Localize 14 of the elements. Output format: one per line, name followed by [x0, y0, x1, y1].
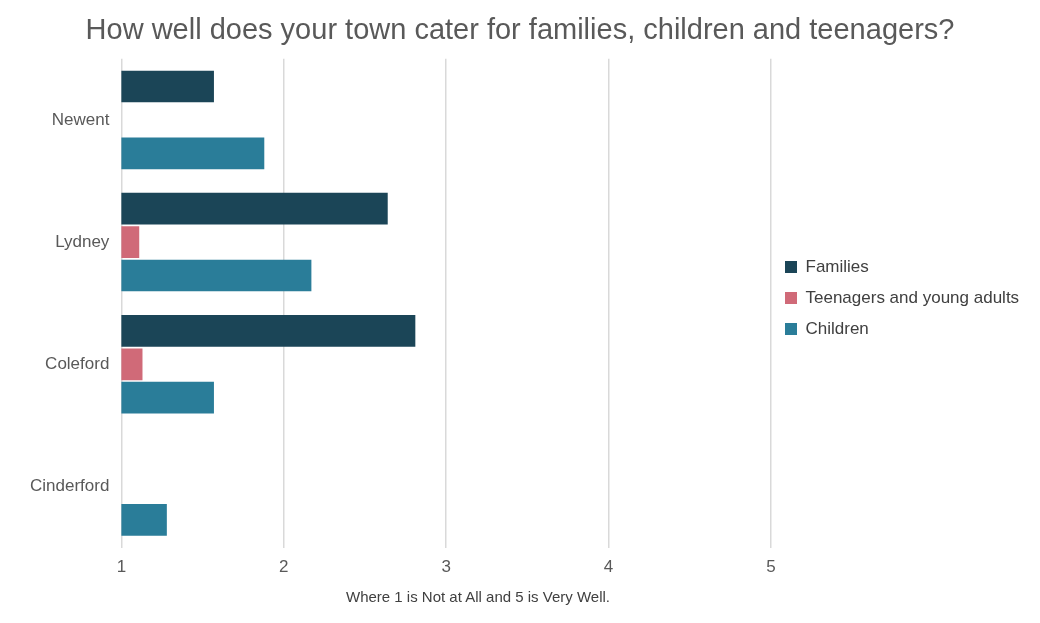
y-tick-label: Cinderford [30, 476, 110, 496]
legend-label: Teenagers and young adults [805, 287, 1020, 307]
y-tick-label: Lydney [55, 231, 110, 251]
y-tick-label: Newent [51, 109, 110, 129]
legend-label: Families [805, 256, 869, 276]
x-tick-label: 2 [279, 557, 289, 577]
y-tick-label: Coleford [45, 353, 110, 373]
x-tick-label: 5 [766, 557, 776, 577]
x-tick-label: 3 [441, 557, 451, 577]
text: Where 1 is Not at All and 5 is Very Well. [345, 588, 611, 605]
legend-label: Children [805, 318, 869, 338]
chart-title: How well does your town cater for families, children and teenagers? [85, 13, 955, 46]
x-tick-label: 1 [116, 557, 127, 577]
x-tick-label: 4 [603, 557, 614, 577]
